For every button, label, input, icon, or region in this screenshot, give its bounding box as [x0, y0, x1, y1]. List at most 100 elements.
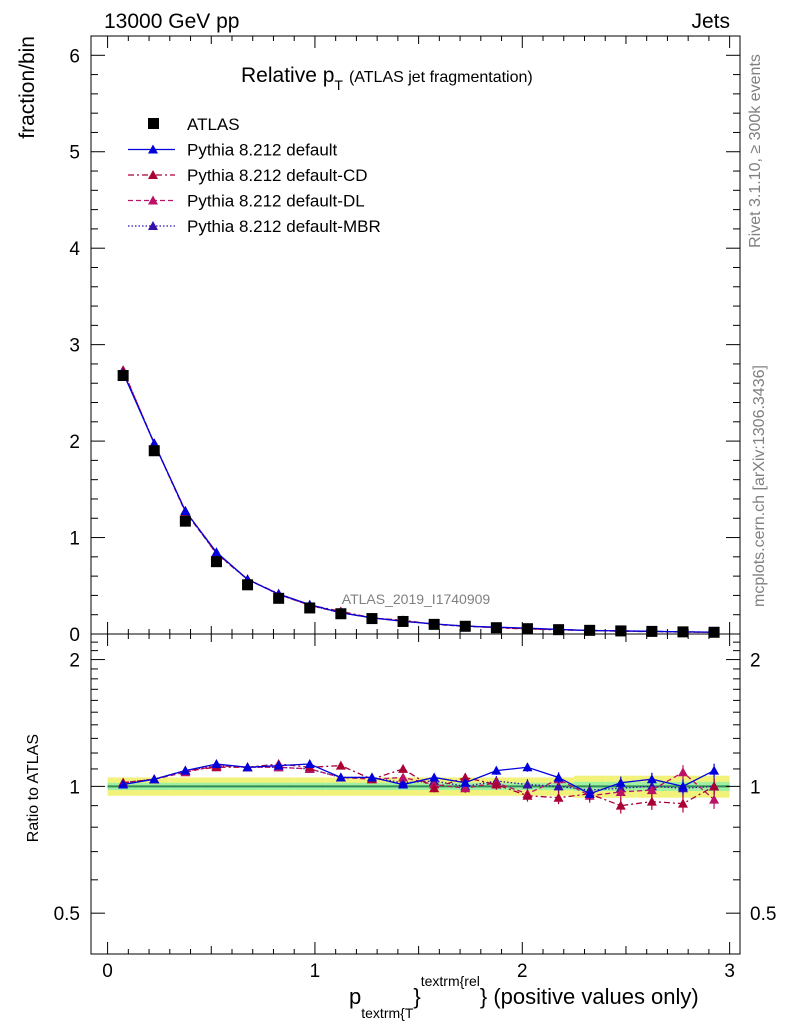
- data-marker: [615, 625, 627, 637]
- ratio-tick-label-right: 2: [750, 651, 761, 672]
- data-marker: [584, 624, 596, 636]
- ratio-marker-default: [398, 779, 409, 789]
- ratio-marker-default: [211, 759, 222, 769]
- mcplots-label: mcplots.cern.ch [arXiv:1306.3436]: [751, 365, 768, 607]
- ratio-marker-default: [553, 772, 564, 782]
- axes-ticks: 0 1 2 3 0 1 2 3 4 5 6 0.5 0.5 1 1 2 2: [54, 36, 776, 982]
- data-marker: [335, 608, 347, 620]
- x-label-brace: }: [413, 984, 420, 1009]
- y-tick-label: 4: [69, 239, 80, 260]
- ratio-marker-default: [118, 779, 129, 789]
- y-tick-label: 3: [69, 336, 80, 357]
- ratio-line-mbr: [123, 764, 715, 791]
- data-marker: [459, 620, 471, 632]
- ratio-marker-default: [491, 765, 502, 775]
- ratio-marker-dl: [646, 785, 657, 795]
- ratio-marker-cd: [553, 792, 564, 802]
- ratio-marker-cd: [522, 790, 533, 800]
- ratio-tick-label-left: 2: [69, 651, 80, 672]
- ratio-marker-default: [615, 777, 626, 787]
- header-left: 13000 GeV pp: [104, 10, 239, 33]
- ratio-marker-dl: [398, 772, 409, 782]
- legend-marker-default: [148, 144, 158, 154]
- legend-label: Pythia 8.212 default-MBR: [187, 217, 381, 236]
- ratio-marker-cd: [398, 763, 409, 773]
- plot-title-main: Relative p: [241, 64, 334, 87]
- ratio-marker-default: [273, 760, 284, 770]
- x-tick-label: 3: [724, 961, 735, 982]
- data-marker: [397, 615, 409, 627]
- legend-marker-cd: [148, 170, 158, 179]
- main-panel-series: [117, 365, 720, 638]
- y-tick-label: 6: [69, 46, 80, 67]
- data-marker: [304, 602, 316, 614]
- x-tick-label: 1: [310, 961, 321, 982]
- data-marker: [179, 515, 191, 527]
- ratio-y-axis-label: Ratio to ATLAS: [25, 734, 42, 842]
- data-marker: [117, 370, 129, 382]
- legend: ATLAS Pythia 8.212 default Pythia 8.212 de…: [128, 115, 381, 236]
- y-tick-label: 0: [69, 625, 80, 646]
- plot-title-sub: T: [334, 77, 343, 93]
- legend-label: ATLAS: [187, 115, 240, 134]
- legend-marker-mbr: [148, 221, 158, 230]
- ratio-marker-default: [460, 777, 471, 787]
- x-axis-label: ptextrm{T}textrm{rel} (positive values o…: [349, 973, 699, 1021]
- data-marker: [553, 624, 565, 636]
- ratio-marker-default: [709, 765, 720, 775]
- ratio-marker-default: [304, 759, 315, 769]
- ratio-marker-mbr: [522, 779, 533, 789]
- x-label-rest: } (positive values only): [480, 984, 699, 1009]
- main-marker-default: [149, 438, 160, 448]
- x-label-p: p: [349, 984, 361, 1009]
- data-marker: [428, 618, 440, 630]
- main-marker-default: [211, 547, 222, 557]
- rivet-label: Rivet 3.1.10, ≥ 300k events: [747, 54, 764, 248]
- data-marker: [366, 613, 378, 625]
- ratio-panel-frame: [90, 633, 741, 955]
- data-marker: [708, 626, 720, 638]
- x-tick-label: 0: [102, 961, 113, 982]
- y-tick-label: 2: [69, 432, 80, 453]
- data-marker: [273, 592, 285, 604]
- analysis-watermark: ATLAS_2019_I1740909: [342, 591, 491, 607]
- ratio-marker-default: [646, 774, 657, 784]
- legend-label: Pythia 8.212 default-CD: [187, 166, 368, 185]
- ratio-marker-cd: [615, 800, 626, 810]
- x-tick-label: 2: [517, 961, 528, 982]
- ratio-tick-label-right: 0.5: [750, 904, 776, 925]
- data-marker: [148, 445, 160, 457]
- data-marker: [646, 625, 658, 637]
- data-marker: [490, 622, 502, 634]
- data-marker: [242, 579, 254, 591]
- ratio-marker-dl: [709, 794, 720, 804]
- ratio-marker-cd: [460, 772, 471, 782]
- legend-marker-dl: [148, 195, 158, 205]
- ratio-marker-default: [366, 772, 377, 782]
- ratio-tick-label-left: 1: [69, 777, 80, 798]
- ratio-tick-label-left: 0.5: [54, 904, 80, 925]
- ratio-marker-cd: [335, 760, 346, 770]
- main-marker-default: [180, 505, 191, 515]
- ratio-marker-cd: [429, 783, 440, 793]
- ratio-marker-default: [180, 765, 191, 775]
- ratio-marker-cd: [491, 779, 502, 789]
- legend-label: Pythia 8.212 default: [187, 141, 338, 160]
- ratio-line-default: [123, 763, 715, 795]
- ratio-marker-mbr: [553, 781, 564, 791]
- ratio-marker-dl: [460, 783, 471, 793]
- ratio-tick-label-right: 1: [750, 777, 761, 798]
- ratio-marker-default: [584, 788, 595, 798]
- y-axis-label: fraction/bin: [16, 36, 39, 139]
- legend-label: Pythia 8.212 default-DL: [187, 192, 365, 211]
- ratio-marker-default: [429, 772, 440, 782]
- plot-title-rest: (ATLAS jet fragmentation): [349, 69, 533, 86]
- data-marker: [210, 556, 222, 568]
- ratio-panel-series: [118, 759, 720, 814]
- ratio-marker-default: [242, 762, 253, 772]
- ratio-marker-cd: [646, 796, 657, 806]
- x-label-sup: textrm{rel: [421, 973, 480, 989]
- ratio-marker-default: [522, 762, 533, 772]
- ratio-marker-default: [335, 772, 346, 782]
- ratio-marker-default: [149, 774, 160, 784]
